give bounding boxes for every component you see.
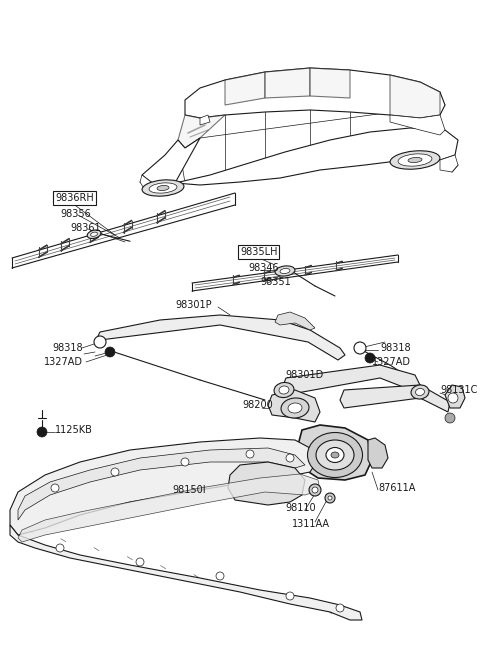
Ellipse shape [87,230,101,239]
Circle shape [354,342,366,354]
Ellipse shape [274,382,294,398]
Text: 98200: 98200 [242,400,273,410]
Ellipse shape [326,447,344,462]
Circle shape [445,413,455,423]
Ellipse shape [288,403,302,413]
Circle shape [51,484,59,492]
Text: 98356: 98356 [60,209,91,219]
Polygon shape [265,68,310,98]
Circle shape [448,393,458,403]
Polygon shape [18,448,305,520]
Polygon shape [298,425,372,480]
Circle shape [286,454,294,462]
Ellipse shape [275,266,295,276]
Circle shape [181,458,189,466]
Ellipse shape [390,151,440,169]
Polygon shape [390,75,440,118]
Text: 98301D: 98301D [285,370,323,380]
Ellipse shape [408,157,422,163]
Text: 98361: 98361 [70,223,101,233]
Polygon shape [10,438,318,535]
Polygon shape [96,315,345,360]
Ellipse shape [308,432,362,478]
Polygon shape [282,365,420,395]
Polygon shape [275,312,315,330]
Polygon shape [228,462,305,505]
Text: 9835LH: 9835LH [240,247,277,257]
Polygon shape [278,440,298,465]
Ellipse shape [91,232,97,236]
Text: 98301P: 98301P [175,300,212,310]
Polygon shape [140,175,175,195]
Polygon shape [178,115,225,148]
Text: 87611A: 87611A [378,483,415,493]
Polygon shape [18,474,320,542]
Circle shape [336,604,344,612]
Text: 1327AD: 1327AD [44,357,83,367]
Ellipse shape [398,154,432,166]
Circle shape [365,353,375,363]
Text: 98110: 98110 [285,503,316,513]
Text: 1125KB: 1125KB [55,425,93,435]
Circle shape [325,493,335,503]
Polygon shape [368,438,388,468]
Polygon shape [310,68,350,98]
Circle shape [111,468,119,476]
Circle shape [37,427,47,437]
Ellipse shape [316,440,354,470]
Polygon shape [340,385,450,412]
Polygon shape [142,128,458,185]
Ellipse shape [149,183,177,193]
Text: 1311AA: 1311AA [292,519,330,529]
Polygon shape [185,68,445,118]
Circle shape [286,592,294,600]
Ellipse shape [157,186,169,190]
Ellipse shape [281,398,309,418]
Text: 98318: 98318 [380,343,410,353]
Circle shape [56,544,64,552]
Polygon shape [142,138,200,185]
Polygon shape [200,115,210,125]
Text: 98150I: 98150I [172,485,205,495]
Ellipse shape [416,388,424,396]
Polygon shape [445,385,465,408]
Polygon shape [440,155,458,172]
Text: 9836RH: 9836RH [55,193,94,203]
Circle shape [216,572,224,580]
Polygon shape [10,525,362,620]
Circle shape [309,484,321,496]
Text: 98131C: 98131C [440,385,478,395]
Text: 98351: 98351 [260,277,291,287]
Circle shape [136,558,144,566]
Circle shape [105,347,115,357]
Ellipse shape [279,386,289,394]
Ellipse shape [142,180,184,196]
Circle shape [312,487,318,493]
Text: 98346: 98346 [248,263,278,273]
Circle shape [328,496,332,500]
Polygon shape [225,72,265,105]
Text: 1327AD: 1327AD [372,357,411,367]
Ellipse shape [331,452,339,458]
Circle shape [94,336,106,348]
Polygon shape [390,115,445,135]
Polygon shape [268,390,320,422]
Circle shape [246,450,254,458]
Ellipse shape [411,385,429,399]
Text: 98318: 98318 [52,343,83,353]
Ellipse shape [280,268,290,274]
